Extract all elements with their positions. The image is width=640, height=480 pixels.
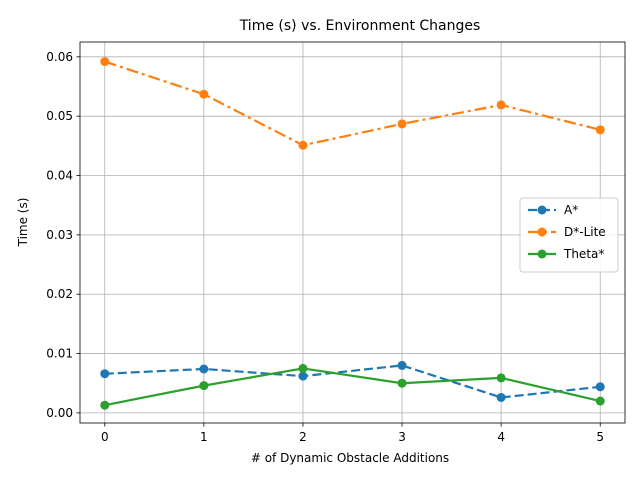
y-tick-label: 0.04 — [46, 169, 73, 183]
y-tick-label: 0.03 — [46, 228, 73, 242]
data-point — [199, 89, 209, 99]
legend-marker — [537, 227, 547, 237]
series-2 — [100, 363, 605, 410]
data-point — [397, 119, 407, 129]
data-point — [397, 360, 407, 370]
data-point — [595, 382, 605, 392]
series-line — [104, 60, 601, 147]
plot-frame — [79, 41, 626, 424]
data-point — [100, 400, 110, 410]
x-tick-label: 1 — [200, 430, 208, 444]
series-0 — [100, 360, 605, 402]
legend: A* D*-Lite Theta* — [519, 197, 619, 273]
x-axis-label: # of Dynamic Obstacle Additions — [251, 451, 449, 465]
chart-title: Time (s) vs. Environment Changes — [239, 18, 481, 34]
data-point — [298, 140, 308, 150]
x-tick-label: 3 — [398, 430, 406, 444]
legend-label: D*-Lite — [564, 225, 606, 239]
y-tick-label: 0.05 — [46, 109, 73, 123]
y-axis-ticks: 0.00 0.01 0.02 0.03 0.04 0.05 0.06 — [46, 50, 80, 420]
series-1 — [100, 57, 605, 150]
series-line — [104, 367, 601, 407]
y-axis-label: Time (s) — [16, 198, 30, 248]
data-point — [298, 363, 308, 373]
data-point — [397, 378, 407, 388]
x-tick-label: 0 — [101, 430, 109, 444]
y-tick-label: 0.06 — [46, 50, 73, 64]
x-tick-label: 5 — [596, 430, 604, 444]
y-tick-label: 0.01 — [46, 347, 73, 361]
data-point — [100, 57, 110, 67]
y-tick-label: 0.02 — [46, 287, 73, 301]
x-tick-label: 2 — [299, 430, 307, 444]
y-tick-label: 0.00 — [46, 406, 73, 420]
legend-label: Theta* — [563, 247, 604, 261]
legend-marker — [537, 205, 547, 215]
data-point — [496, 373, 506, 383]
x-axis-ticks: 0 1 2 3 4 5 — [101, 423, 604, 444]
data-point — [496, 100, 506, 110]
series-layer — [100, 57, 605, 410]
data-point — [298, 371, 308, 381]
data-point — [100, 369, 110, 379]
series-line — [104, 364, 601, 399]
legend-label: A* — [564, 203, 578, 217]
data-point — [595, 396, 605, 406]
x-tick-label: 4 — [497, 430, 505, 444]
data-point — [595, 125, 605, 135]
data-point — [496, 392, 506, 402]
data-point — [199, 364, 209, 374]
legend-marker — [537, 249, 547, 259]
data-point — [199, 381, 209, 391]
